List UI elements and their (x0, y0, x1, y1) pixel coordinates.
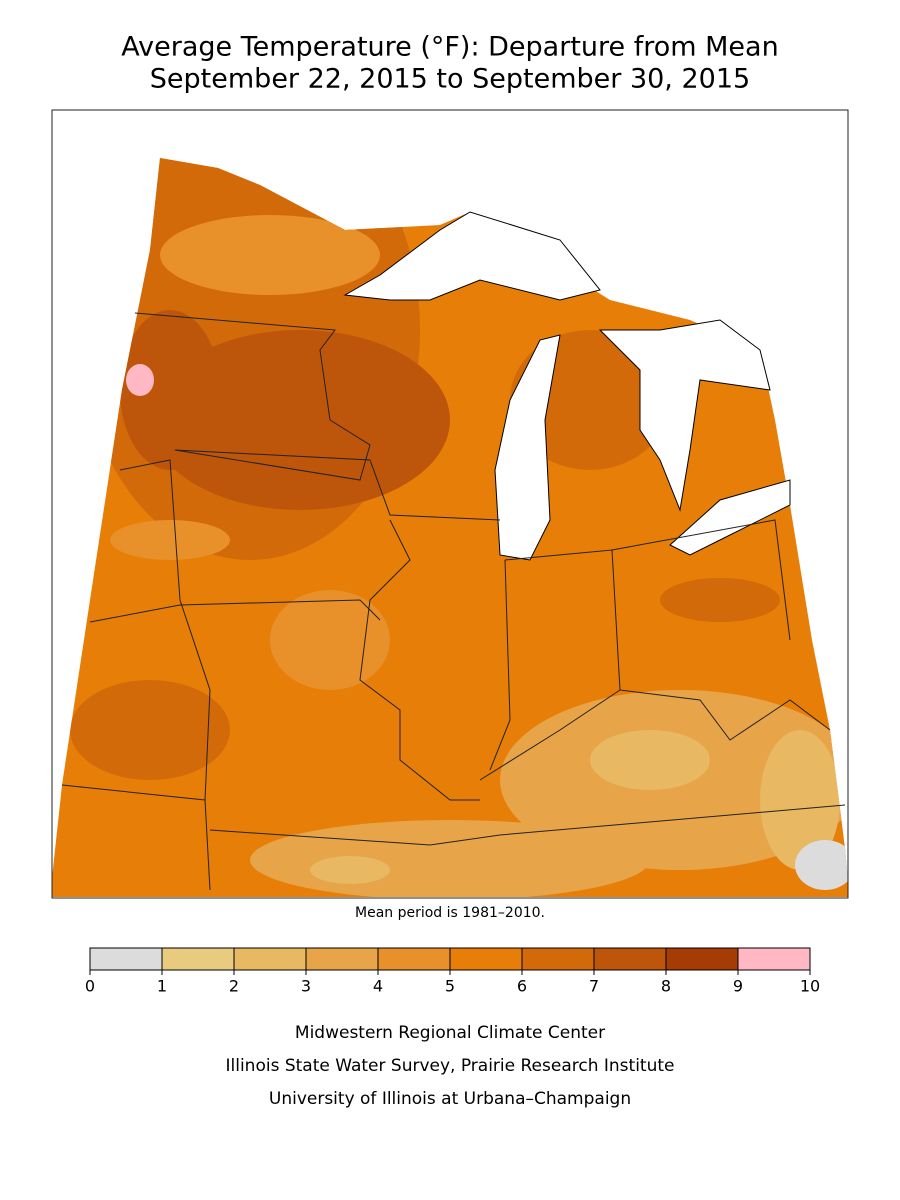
state-borders (61, 312, 846, 891)
zone (126, 364, 154, 396)
lake-huron (598, 319, 771, 512)
zone (110, 520, 230, 560)
zone (660, 578, 780, 622)
legend-swatch (161, 947, 235, 971)
legend-swatch (593, 947, 667, 971)
legend-swatch (233, 947, 307, 971)
lakes (343, 211, 791, 561)
lake-superior (343, 211, 601, 301)
lake-erie (669, 479, 791, 556)
legend-tick-label: 4 (373, 977, 383, 996)
legend-tick-label: 8 (661, 977, 671, 996)
zone (270, 590, 390, 690)
legend: 0 1 2 3 4 5 6 7 8 9 10 (85, 947, 820, 996)
border (489, 559, 511, 771)
legend-swatch (305, 947, 379, 971)
legend-tick-label: 5 (445, 977, 455, 996)
border (611, 519, 791, 641)
border (209, 804, 846, 846)
legend-swatch (449, 947, 523, 971)
map-frame (51, 109, 849, 899)
border (119, 459, 211, 891)
zone (70, 680, 230, 780)
border (359, 519, 480, 801)
zone (150, 330, 450, 510)
zone (795, 840, 848, 890)
legend-swatch (665, 947, 739, 971)
zone (120, 310, 220, 470)
legend-tick-label: 0 (85, 977, 95, 996)
legend-tick-label: 7 (589, 977, 599, 996)
zone (590, 730, 710, 790)
border (61, 784, 206, 801)
subtitle: September 22, 2015 to September 30, 2015 (150, 64, 750, 95)
legend-tick-label: 9 (733, 977, 743, 996)
legend-swatch (377, 947, 451, 971)
credit: Midwestern Regional Climate Center (295, 1023, 605, 1043)
legend-swatch (521, 947, 595, 971)
zone (760, 730, 840, 870)
legend-swatch (89, 947, 163, 971)
zone (310, 856, 390, 884)
legend-swatch (737, 947, 811, 971)
legend-tick-label: 3 (301, 977, 311, 996)
legend-tick-label: 10 (800, 977, 820, 996)
credit: University of Illinois at Urbana–Champai… (269, 1089, 631, 1109)
border (134, 312, 371, 481)
border (89, 599, 381, 623)
legend-tick-label: 6 (517, 977, 527, 996)
legend-tick-label: 2 (229, 977, 239, 996)
title: Average Temperature (°F): Departure from… (121, 32, 778, 63)
note: Mean period is 1981–2010. (355, 905, 545, 921)
map (51, 109, 849, 899)
lake-michigan (494, 334, 561, 561)
credit: Illinois State Water Survey, Prairie Res… (226, 1056, 675, 1076)
border (174, 449, 501, 521)
zone (250, 820, 650, 897)
border (479, 689, 831, 781)
legend-tick-label: 1 (157, 977, 167, 996)
zone (160, 215, 380, 295)
